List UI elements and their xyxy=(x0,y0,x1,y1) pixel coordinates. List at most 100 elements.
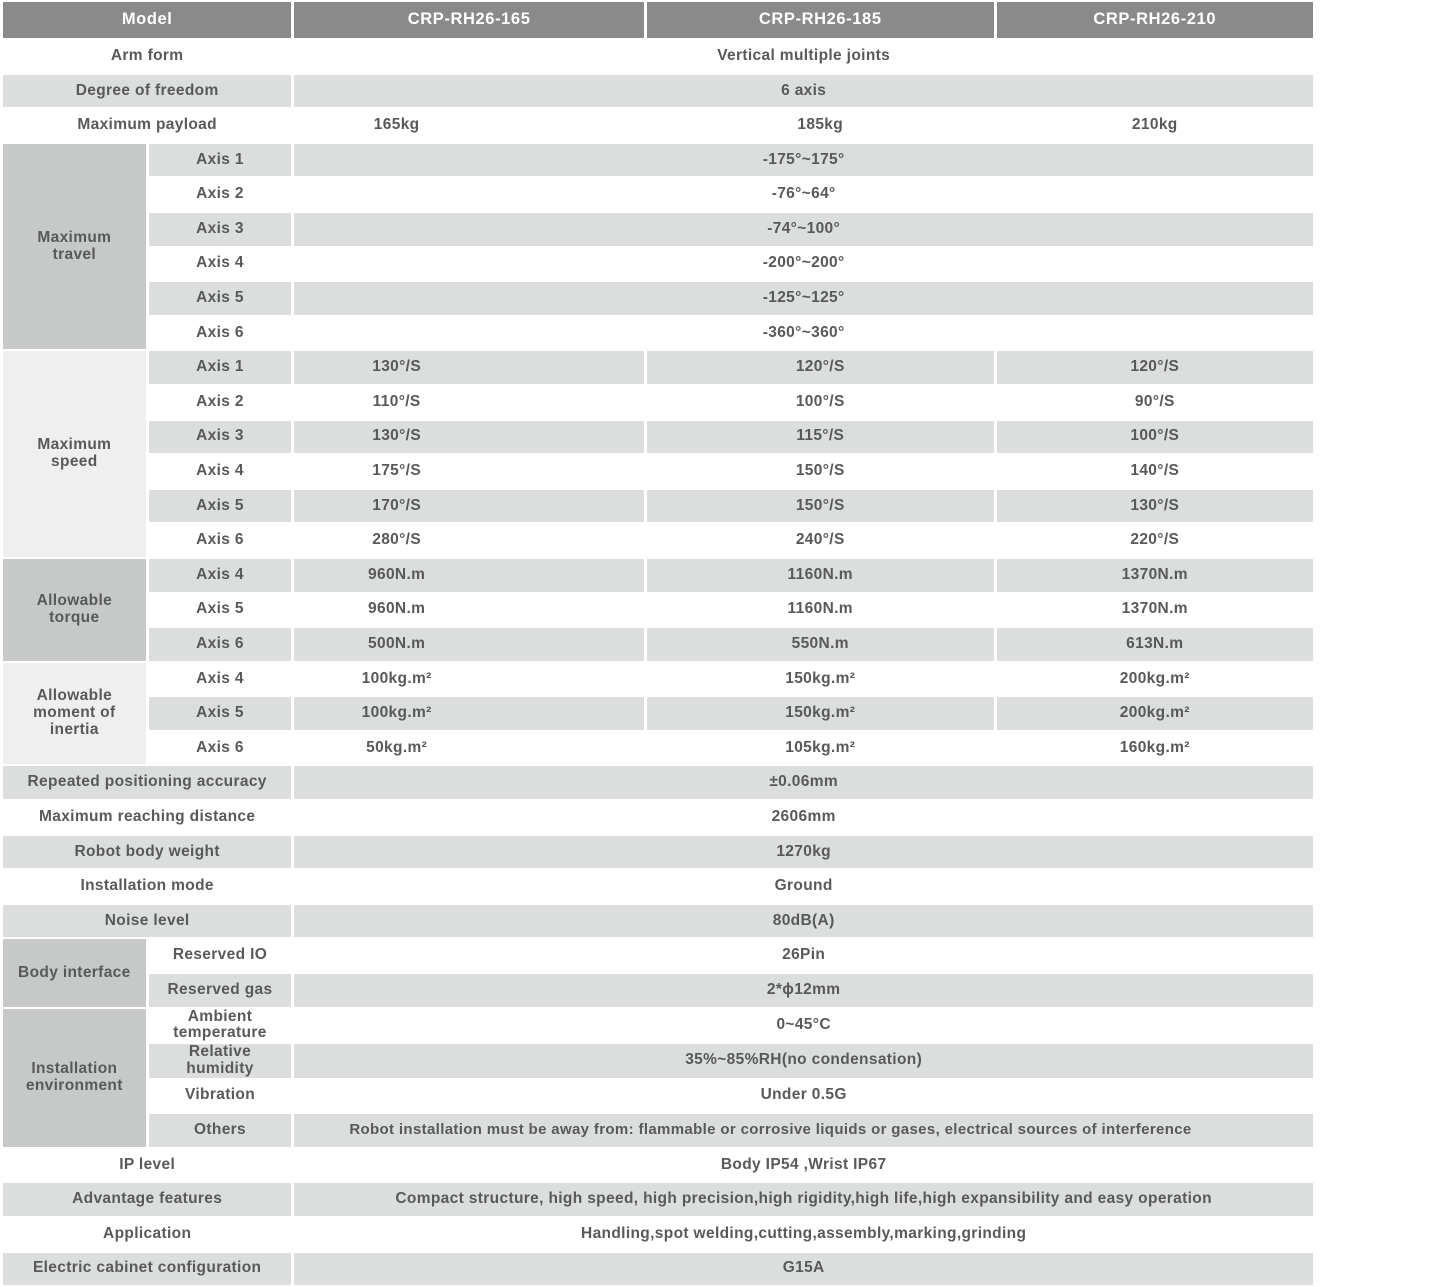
row-application: Application Handling,spot welding,cuttin… xyxy=(3,1218,1313,1251)
axis-label-inertia-6: Axis 6 xyxy=(196,738,244,756)
row-others: Others Robot installation must be away f… xyxy=(3,1114,1313,1147)
value-inertia-6-m2: 105kg.m² xyxy=(785,738,856,756)
row-speed-axis-2: Axis 2 110°/S 100°/S 90°/S xyxy=(3,386,1313,419)
value-torque-6-m2: 550N.m xyxy=(646,628,994,661)
row-reserved-gas: Reserved gas 2*ϕ12mm xyxy=(3,974,1313,1007)
value-arm-form: Vertical multiple joints xyxy=(717,46,891,64)
row-speed-axis-1: Maximum speed Axis 1 130°/S 120°/S 120°/… xyxy=(3,351,1313,557)
value-speed-6-m1: 280°/S xyxy=(372,531,422,549)
axis-label-torque-4: Axis 4 xyxy=(148,558,292,592)
value-inertia-5-m2: 150kg.m² xyxy=(646,697,994,730)
row-repeated-accuracy: Repeated positioning accuracy ±0.06mm xyxy=(3,766,1313,800)
axis-label-speed-5: Axis 5 xyxy=(148,489,292,523)
value-torque-6-m1: 500N.m xyxy=(294,628,644,661)
value-inertia-4-m2: 150kg.m² xyxy=(785,669,856,687)
value-speed-5-m2: 150°/S xyxy=(646,489,994,523)
value-speed-6-m2: 240°/S xyxy=(795,531,845,549)
value-travel-axis-2: -76°~64° xyxy=(771,185,836,203)
value-payload-m1: 165kg xyxy=(373,116,420,134)
value-speed-1-m3: 120°/S xyxy=(996,351,1313,384)
value-inertia-5-m3: 200kg.m² xyxy=(996,697,1313,730)
sub-label-reserved-io: Reserved IO xyxy=(172,946,268,964)
value-installation-mode: Ground xyxy=(774,877,833,895)
axis-label-torque-6: Axis 6 xyxy=(148,628,292,661)
value-electric-cabinet: G15A xyxy=(294,1252,1313,1286)
row-label-advantage-features: Advantage features xyxy=(3,1183,292,1216)
value-speed-5-m3: 130°/S xyxy=(996,489,1313,523)
value-others: Robot installation must be away from: fl… xyxy=(294,1114,1313,1147)
row-travel-axis-4: Axis 4 -200°~200° xyxy=(3,248,1313,281)
robot-spec-table: Model CRP-RH26-165 CRP-RH26-185 CRP-RH26… xyxy=(3,2,1313,1286)
row-body-weight: Robot body weight 1270kg xyxy=(3,835,1313,869)
row-installation-mode: Installation mode Ground xyxy=(3,870,1313,903)
row-ambient-temperature: Installation environment Ambient tempera… xyxy=(3,1008,1313,1147)
group-label-body-interface: Body interface xyxy=(3,939,146,1007)
table-header-row: Model CRP-RH26-165 CRP-RH26-185 CRP-RH26… xyxy=(3,2,1313,38)
sub-label-ambient-temperature: Ambient temperature xyxy=(173,1008,267,1042)
value-speed-4-m3: 140°/S xyxy=(1130,462,1180,480)
row-label-application: Application xyxy=(103,1224,192,1242)
row-speed-axis-6: Axis 6 280°/S 240°/S 220°/S xyxy=(3,524,1313,557)
value-travel-axis-6: -360°~360° xyxy=(762,323,845,341)
sub-label-reserved-gas: Reserved gas xyxy=(148,974,292,1007)
value-max-reach: 2606mm xyxy=(771,807,836,825)
sub-label-relative-humidity: Relative humidity xyxy=(148,1044,292,1078)
row-inertia-axis-4: Allowable moment of inertia Axis 4 100kg… xyxy=(3,662,1313,765)
value-application: Handling,spot welding,cutting,assembly,m… xyxy=(581,1224,1027,1242)
group-label-allowable-inertia: Allowable moment of inertia xyxy=(3,662,146,765)
value-inertia-6-m3: 160kg.m² xyxy=(1119,738,1190,756)
header-model-label: Model xyxy=(3,2,292,38)
value-inertia-4-m3: 200kg.m² xyxy=(1119,669,1190,687)
axis-label-speed-2: Axis 2 xyxy=(196,392,244,410)
axis-label-travel-3: Axis 3 xyxy=(148,212,292,246)
row-inertia-axis-6: Axis 6 50kg.m² 105kg.m² 160kg.m² xyxy=(3,732,1313,765)
row-max-reach: Maximum reaching distance 2606mm xyxy=(3,801,1313,834)
row-label-ip-level: IP level xyxy=(119,1155,176,1173)
axis-label-travel-1: Axis 1 xyxy=(148,143,292,177)
header-model-crp-rh26-165: CRP-RH26-165 xyxy=(294,2,644,38)
group-label-allowable-torque: Allowable torque xyxy=(3,558,146,661)
row-arm-form: Arm form Vertical multiple joints xyxy=(3,40,1313,73)
sub-label-others: Others xyxy=(148,1114,292,1147)
value-speed-3-m2: 115°/S xyxy=(646,420,994,454)
row-torque-axis-5: Axis 5 960N.m 1160N.m 1370N.m xyxy=(3,594,1313,627)
group-label-installation-environment: Installation environment xyxy=(3,1008,146,1147)
axis-label-speed-4: Axis 4 xyxy=(196,462,244,480)
row-label-max-reach: Maximum reaching distance xyxy=(38,807,256,825)
value-speed-3-m1: 130°/S xyxy=(294,420,644,454)
value-speed-1-m1: 130°/S xyxy=(294,351,644,384)
value-speed-2-m3: 90°/S xyxy=(1134,392,1175,410)
sub-label-vibration: Vibration xyxy=(184,1086,256,1104)
row-label-repeated-accuracy: Repeated positioning accuracy xyxy=(3,766,292,800)
row-speed-axis-5: Axis 5 170°/S 150°/S 130°/S xyxy=(3,489,1313,523)
header-model-crp-rh26-210: CRP-RH26-210 xyxy=(996,2,1313,38)
row-advantage-features: Advantage features Compact structure, hi… xyxy=(3,1183,1313,1216)
row-label-electric-cabinet: Electric cabinet configuration xyxy=(3,1252,292,1286)
row-travel-axis-2: Axis 2 -76°~64° xyxy=(3,178,1313,211)
axis-label-inertia-5: Axis 5 xyxy=(148,697,292,730)
axis-label-inertia-4: Axis 4 xyxy=(196,669,244,687)
row-torque-axis-4: Allowable torque Axis 4 960N.m 1160N.m 1… xyxy=(3,558,1313,661)
row-travel-axis-5: Axis 5 -125°~125° xyxy=(3,282,1313,315)
value-inertia-5-m1: 100kg.m² xyxy=(294,697,644,730)
value-torque-4-m1: 960N.m xyxy=(294,558,644,592)
value-travel-axis-3: -74°~100° xyxy=(294,212,1313,246)
value-noise-level: 80dB(A) xyxy=(294,904,1313,938)
row-speed-axis-3: Axis 3 130°/S 115°/S 100°/S xyxy=(3,420,1313,454)
row-travel-axis-1: Maximum travel Axis 1 -175°~175° xyxy=(3,143,1313,350)
row-torque-axis-6: Axis 6 500N.m 550N.m 613N.m xyxy=(3,628,1313,661)
row-vibration: Vibration Under 0.5G xyxy=(3,1080,1313,1113)
value-payload-m3: 210kg xyxy=(1131,116,1178,134)
row-ip-level: IP level Body IP54 ,Wrist IP67 xyxy=(3,1149,1313,1182)
axis-label-torque-5: Axis 5 xyxy=(196,600,244,618)
value-torque-5-m3: 1370N.m xyxy=(1121,600,1188,618)
value-travel-axis-4: -200°~200° xyxy=(762,254,845,272)
row-travel-axis-6: Axis 6 -360°~360° xyxy=(3,317,1313,350)
value-relative-humidity: 35%~85%RH(no condensation) xyxy=(294,1044,1313,1078)
value-speed-4-m2: 150°/S xyxy=(795,462,845,480)
row-travel-axis-3: Axis 3 -74°~100° xyxy=(3,212,1313,246)
value-vibration: Under 0.5G xyxy=(760,1086,847,1104)
row-reserved-io: Body interface Reserved IO 26Pin xyxy=(3,939,1313,1007)
value-ip-level: Body IP54 ,Wrist IP67 xyxy=(720,1155,887,1173)
row-relative-humidity: Relative humidity 35%~85%RH(no condensat… xyxy=(3,1044,1313,1078)
